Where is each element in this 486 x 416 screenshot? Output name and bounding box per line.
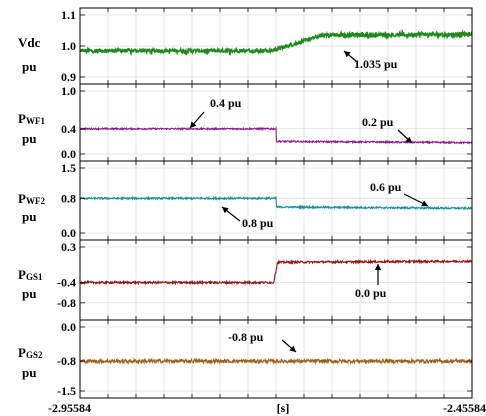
y-tick-label: 1.0 [61,39,76,53]
series-unit-pgs2: pu [22,365,36,380]
series-label-pwf1: PWF1 [18,111,45,126]
x-tick-label: -2.95584 [48,401,91,415]
y-tick-label: 1.5 [61,161,76,175]
y-tick-label: 0.0 [61,320,76,334]
annotation-arrow-head [344,51,351,58]
y-tick-label: -0.8 [57,354,76,368]
trace-pwf1 [79,126,473,145]
annotation-label: 0.4 pu [210,96,242,110]
series-label-subscript: GS2 [26,350,43,360]
series-label-pgs1: PGS1 [18,267,43,282]
trace-pgs1 [79,258,473,286]
annotation-label: 0.8 pu [242,216,274,230]
series-unit-pgs1: pu [22,286,36,301]
trace-pgs2 [79,357,473,366]
series-unit-pwf2: pu [22,209,36,224]
y-tick-label: -1.5 [57,384,76,398]
y-tick-label: 1.1 [61,8,76,22]
series-label-pgs2: PGS2 [18,345,43,360]
series-unit-pwf1: pu [22,131,36,146]
series-label-vdc: Vdc [18,35,41,50]
annotation-arrow-head [190,121,197,128]
panel-frame-pgs2 [79,319,473,399]
annotation-label: -0.8 pu [228,330,264,344]
series-label-pwf2: PWF2 [18,191,45,206]
annotation-label: 0.0 pu [355,286,387,300]
annotation-label: 1.035 pu [354,57,398,71]
y-tick-label: 0.0 [61,147,76,161]
y-tick-label: 0.3 [61,240,76,254]
y-tick-label: 1.0 [61,84,76,98]
annotation-label: 0.2 pu [362,115,394,129]
annotation-arrow-head [421,200,428,207]
panel-frames [79,7,473,399]
series-label-main: P [18,267,26,282]
series-label-subscript: GS1 [26,272,43,282]
x-tick-label: [s] [277,401,290,415]
annotation-arrow-head [222,207,229,214]
annotation-label: 0.6 pu [370,180,402,194]
y-tick-label: 0.0 [61,226,76,240]
annotation-arrow-head [289,345,296,352]
series-unit-vdc: pu [22,59,36,74]
annotation-arrow-head [374,264,382,270]
annotation-arrow-head [405,136,412,143]
series-label-subscript: WF2 [26,196,45,206]
y-tick-label: -0.4 [57,276,76,290]
series-label-main: Vdc [18,35,41,50]
y-tick-label: -0.8 [57,296,76,310]
series-label-main: P [18,345,26,360]
series-label-subscript: WF1 [26,116,45,126]
series-label-main: P [18,111,26,126]
y-tick-label: 0.9 [61,70,76,84]
trace-vdc [79,28,473,57]
y-tick-label: 0.8 [61,191,76,205]
x-tick-label: -2.45584 [443,401,486,415]
trace-pwf2 [79,195,473,211]
y-tick-label: 0.4 [61,122,76,136]
series-label-main: P [18,191,26,206]
